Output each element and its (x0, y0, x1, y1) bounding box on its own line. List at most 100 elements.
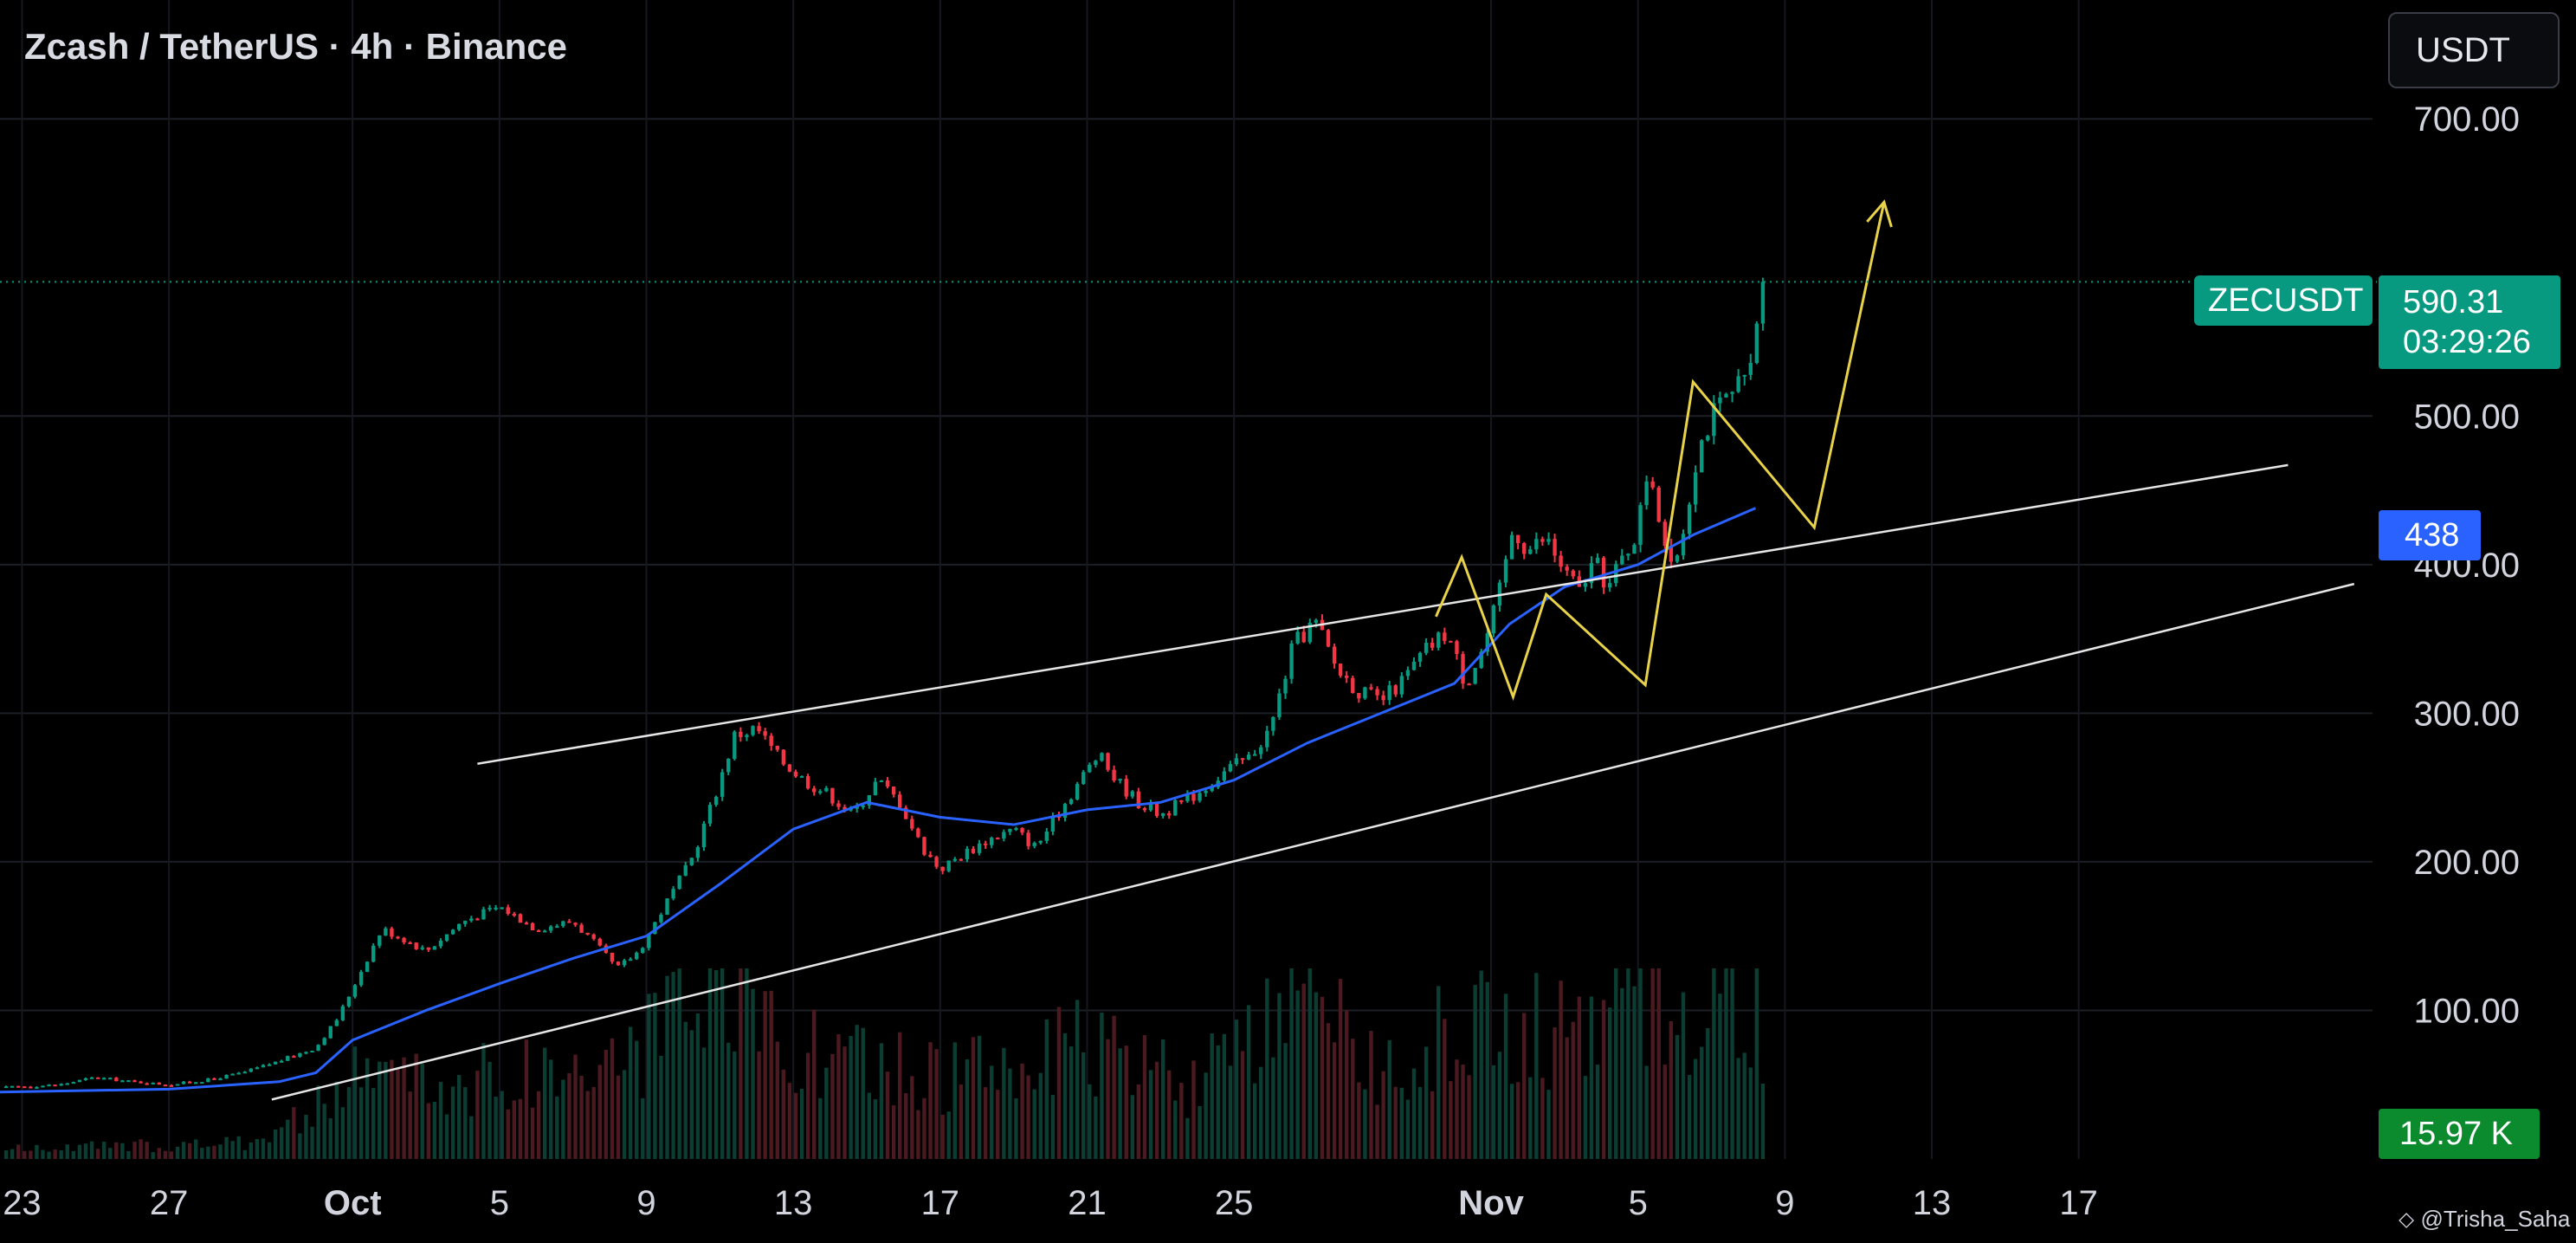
volume-bar (1094, 1096, 1098, 1159)
volume-bar (1234, 1020, 1239, 1159)
volume-bar (310, 1126, 314, 1159)
volume-bar (1430, 1091, 1435, 1159)
candle-body (487, 907, 492, 910)
time-axis[interactable]: 23 27 Oct 5 9 13 17 21 25 Nov 5 9 13 17 (3, 1184, 2098, 1222)
volume-bar (996, 1090, 1000, 1159)
candle-body (836, 803, 841, 807)
candle-body (928, 854, 933, 858)
volume-bar (151, 1152, 155, 1159)
candle-body (518, 914, 523, 923)
volume-bar (145, 1142, 149, 1159)
volume-bar (1424, 1046, 1429, 1159)
volume-bar (316, 1085, 320, 1159)
candle-body (163, 1084, 168, 1087)
candle-body (322, 1038, 326, 1046)
candle-body (506, 907, 510, 914)
volume-bar (1277, 993, 1282, 1159)
channel-line-upper[interactable] (477, 463, 2289, 765)
candle-body (206, 1078, 210, 1083)
candle-body (965, 848, 970, 860)
candle-body (990, 838, 994, 845)
projection-drawing[interactable] (1435, 199, 1893, 702)
quote-currency-button[interactable]: USDT (2388, 12, 2560, 88)
candle-body (959, 858, 964, 861)
volume-bar (916, 1110, 920, 1159)
candle-body (1455, 641, 1459, 654)
price-tick-label: 300.00 (2414, 695, 2520, 733)
time-tick-label: 17 (921, 1184, 960, 1222)
candle-body (536, 929, 541, 932)
volume-bar (1687, 1075, 1692, 1159)
candle-body (279, 1060, 284, 1063)
candle-body (1081, 772, 1086, 785)
channel-lines[interactable] (271, 463, 2355, 1101)
volume-bar (1675, 1034, 1680, 1159)
volume-bar (95, 1149, 100, 1159)
candle-body (494, 907, 498, 910)
author-watermark[interactable]: ⬦ @Trisha_Saha (2398, 1206, 2570, 1233)
candle-body (861, 805, 865, 807)
volume-bar (1577, 996, 1582, 1159)
candle-body (236, 1072, 241, 1075)
candle-body (763, 731, 767, 736)
volume-bar (481, 1043, 486, 1159)
candle-body (273, 1061, 278, 1065)
volume-bar (1706, 1027, 1710, 1159)
volume-bar (396, 1068, 400, 1159)
candle-body (1638, 505, 1643, 545)
volume-bar (713, 969, 719, 1159)
candle-body (175, 1084, 180, 1086)
candle-body (781, 749, 786, 765)
projection-zigzag[interactable] (1435, 201, 1886, 702)
volume-bar (1191, 1060, 1196, 1159)
candle-body (775, 746, 779, 750)
candle-body (1106, 753, 1110, 770)
candle-body (500, 907, 504, 910)
volume-bar (1014, 1098, 1018, 1159)
volume-bar (928, 1042, 933, 1159)
volume-bar (1712, 968, 1716, 1159)
candle-body (977, 843, 982, 853)
volume-bar (1387, 1039, 1391, 1159)
volume-bar (591, 1086, 596, 1159)
volume-bar (1020, 1063, 1024, 1159)
volume-bar (1002, 1047, 1006, 1159)
volume-bar (1546, 1090, 1551, 1159)
volume-bar (1326, 1023, 1331, 1159)
candle-body (1179, 800, 1184, 802)
volume-bar (114, 1142, 119, 1159)
candle-body (132, 1080, 137, 1083)
volume-bar (1118, 1048, 1122, 1159)
volume-bar (1345, 1010, 1349, 1159)
volume-bar (1154, 1061, 1159, 1159)
candle-body (194, 1082, 198, 1084)
volume-bar (1038, 1072, 1043, 1159)
candle-body (1754, 323, 1759, 363)
volume-bar (1742, 1052, 1746, 1159)
candle-body (971, 848, 976, 853)
volume-bar (1730, 968, 1734, 1159)
channel-line-lower[interactable] (271, 582, 2355, 1101)
candle-body (940, 866, 945, 871)
candle-body (1148, 803, 1153, 811)
candle-body (713, 796, 719, 806)
volume-bar (843, 1046, 847, 1159)
volume-bar (653, 993, 657, 1159)
volume-bar (175, 1146, 180, 1159)
volume-bar (573, 1054, 578, 1159)
volume-bar (1289, 968, 1294, 1159)
volume-bar (286, 1119, 290, 1159)
candle-body (352, 985, 358, 997)
candle-body (396, 936, 400, 939)
volume-bar (1656, 968, 1661, 1159)
chart-title: Zcash / TetherUS · 4h · Binance (24, 26, 568, 67)
candle-body (1252, 754, 1257, 756)
candle-body (1167, 812, 1172, 816)
volume-bar (384, 1062, 388, 1159)
candle-body (1326, 630, 1331, 647)
volume-bar (849, 1035, 853, 1159)
candle-body (316, 1045, 320, 1052)
candle-body (41, 1085, 45, 1088)
